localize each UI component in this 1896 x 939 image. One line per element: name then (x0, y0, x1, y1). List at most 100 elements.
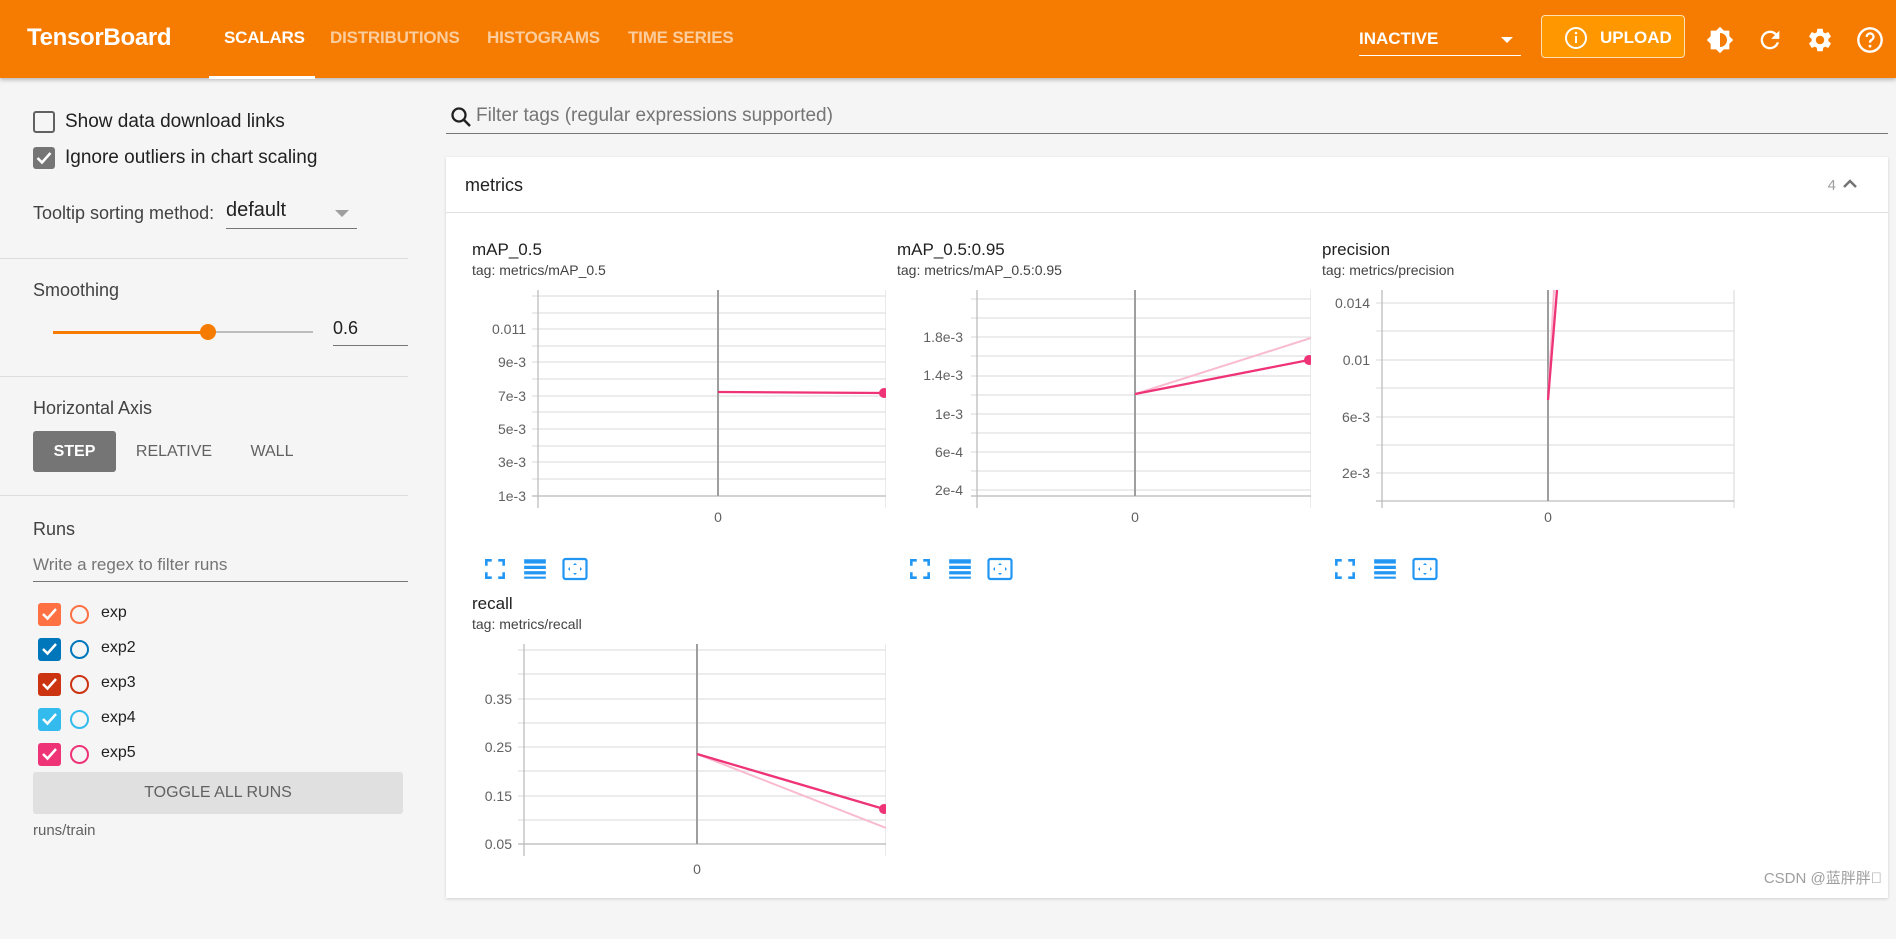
slider-thumb[interactable] (200, 324, 216, 340)
chart-title: recall (472, 594, 513, 614)
smoothing-input[interactable]: 0.6 (333, 312, 408, 346)
toggle-log-scale-icon[interactable] (1372, 556, 1398, 582)
upload-label: UPLOAD (1600, 28, 1672, 48)
run-item-exp4[interactable]: exp4 (38, 708, 338, 734)
run-radio[interactable] (70, 640, 89, 659)
fullscreen-icon[interactable] (1332, 556, 1358, 582)
show-download-links-checkbox[interactable] (33, 111, 55, 133)
sidebar: Show data download links Ignore outliers… (0, 78, 420, 898)
ignore-outliers-label: Ignore outliers in chart scaling (65, 147, 317, 169)
runs-directory: runs/train (33, 822, 96, 839)
section-header[interactable]: metrics 4 (446, 157, 1888, 213)
svg-text:1.4e-3: 1.4e-3 (923, 367, 963, 383)
chevron-up-icon[interactable] (1842, 177, 1858, 189)
tab-histograms[interactable]: HISTOGRAMS (487, 28, 600, 48)
chart-plot[interactable]: 1.8e-31.4e-31e-3 6e-42e-4 0 (871, 280, 1311, 550)
settings-icon[interactable] (1806, 26, 1834, 54)
chart-title: mAP_0.5:0.95 (897, 240, 1005, 260)
theme-toggle-icon[interactable] (1706, 26, 1734, 54)
tab-scalars[interactable]: SCALARS (224, 28, 305, 48)
runs-filter-input[interactable]: Write a regex to filter runs (33, 552, 408, 582)
chart-tag: tag: metrics/mAP_0.5:0.95 (897, 262, 1062, 278)
fit-domain-icon[interactable] (562, 556, 588, 582)
svg-text:0.05: 0.05 (485, 836, 512, 852)
run-item-exp[interactable]: exp (38, 603, 338, 629)
run-radio[interactable] (70, 710, 89, 729)
chart-toolbar (1332, 556, 1462, 584)
info-icon (1564, 26, 1588, 50)
toggle-all-runs-button[interactable]: TOGGLE ALL RUNS (33, 772, 403, 814)
tooltip-sorting-select[interactable]: default (226, 199, 357, 229)
svg-text:1e-3: 1e-3 (935, 406, 963, 422)
check-icon (41, 642, 58, 656)
svg-text:0: 0 (1544, 509, 1552, 525)
check-icon (36, 151, 52, 165)
chevron-down-icon (335, 210, 349, 217)
toggle-log-scale-icon[interactable] (522, 556, 548, 582)
run-radio[interactable] (70, 675, 89, 694)
chart-title: precision (1322, 240, 1390, 260)
svg-text:0.25: 0.25 (485, 739, 512, 755)
chart-title: mAP_0.5 (472, 240, 542, 260)
run-checkbox[interactable] (38, 708, 61, 731)
tooltip-sorting-label: Tooltip sorting method: (33, 203, 214, 224)
ignore-outliers-checkbox[interactable] (33, 147, 55, 169)
axis-step-button[interactable]: STEP (33, 431, 116, 472)
axis-relative-button[interactable]: RELATIVE (126, 431, 222, 472)
chart-plot[interactable]: 0.350.250.150.05 0 (446, 634, 886, 904)
search-icon (449, 105, 473, 129)
run-item-exp2[interactable]: exp2 (38, 638, 338, 664)
svg-text:2e-4: 2e-4 (935, 482, 963, 498)
run-radio[interactable] (70, 745, 89, 764)
svg-text:6e-3: 6e-3 (1342, 409, 1370, 425)
active-tab-indicator (209, 76, 315, 79)
upload-button[interactable]: UPLOAD (1541, 15, 1685, 58)
run-checkbox[interactable] (38, 743, 61, 766)
run-status-select[interactable]: INACTIVE (1359, 22, 1521, 56)
help-icon[interactable] (1856, 26, 1884, 54)
app-title: TensorBoard (27, 24, 171, 52)
svg-text:0.01: 0.01 (1343, 352, 1370, 368)
svg-text:0.014: 0.014 (1335, 295, 1370, 311)
tag-filter-input[interactable]: Filter tags (regular expressions support… (446, 100, 1888, 134)
reload-icon[interactable] (1756, 26, 1784, 54)
axis-wall-button[interactable]: WALL (236, 431, 308, 472)
show-download-links-label: Show data download links (65, 111, 285, 133)
metrics-section-card: metrics 4 mAP_0.5 tag: metrics/mAP_0.5 0… (446, 157, 1888, 898)
section-title: metrics (465, 175, 523, 196)
check-icon (41, 677, 58, 691)
svg-text:0.011: 0.011 (492, 321, 526, 337)
chart-tag: tag: metrics/mAP_0.5 (472, 262, 606, 278)
divider (0, 495, 408, 496)
tab-distributions[interactable]: DISTRIBUTIONS (330, 28, 460, 48)
svg-text:6e-4: 6e-4 (935, 444, 963, 460)
svg-text:0.35: 0.35 (485, 691, 512, 707)
run-item-exp3[interactable]: exp3 (38, 673, 338, 699)
svg-text:1e-3: 1e-3 (498, 488, 526, 504)
tab-time-series[interactable]: TIME SERIES (628, 28, 734, 48)
chart-map-0-5-0-95: mAP_0.5:0.95 tag: metrics/mAP_0.5:0.95 1… (871, 240, 1291, 585)
run-checkbox[interactable] (38, 673, 61, 696)
run-checkbox[interactable] (38, 603, 61, 626)
chart-precision: precision tag: metrics/precision 0.014 0.… (1296, 240, 1716, 585)
watermark: CSDN @蓝胖胖  (1764, 867, 1882, 888)
chart-toolbar (482, 556, 612, 584)
run-name: exp (101, 604, 127, 622)
fit-domain-icon[interactable] (987, 556, 1013, 582)
svg-text:0: 0 (693, 861, 701, 877)
fit-domain-icon[interactable] (1412, 556, 1438, 582)
chart-tag: tag: metrics/precision (1322, 262, 1454, 278)
svg-text:9e-3: 9e-3 (498, 354, 526, 370)
run-item-exp5[interactable]: exp5 (38, 743, 338, 769)
smoothing-slider[interactable] (53, 331, 313, 333)
run-radio[interactable] (70, 605, 89, 624)
run-checkbox[interactable] (38, 638, 61, 661)
fullscreen-icon[interactable] (907, 556, 933, 582)
toggle-log-scale-icon[interactable] (947, 556, 973, 582)
runs-label: Runs (33, 519, 75, 540)
fullscreen-icon[interactable] (482, 556, 508, 582)
check-icon (41, 747, 58, 761)
